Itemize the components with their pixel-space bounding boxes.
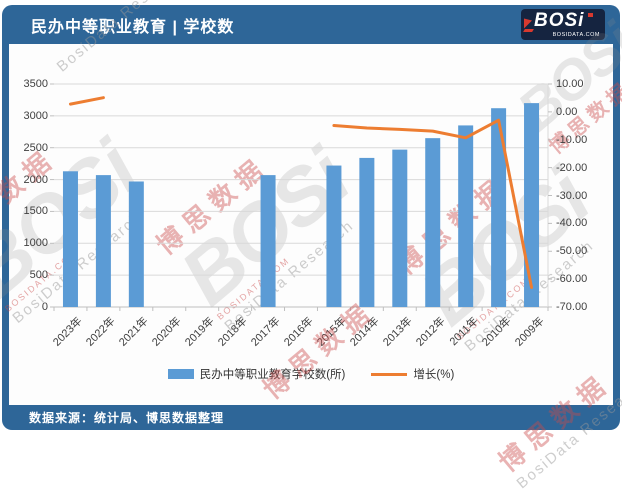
y-axis-left-tick-label: 2000 bbox=[23, 173, 48, 186]
chart-legend: 民办中等职业教育学校数(所) 增长(%) bbox=[0, 366, 622, 382]
bar-2022年 bbox=[95, 175, 111, 307]
y-axis-right-tick-label: -60.00 bbox=[556, 273, 588, 286]
y-axis-left-tick-label: 3500 bbox=[23, 78, 48, 90]
y-axis-right-tick-label: -30.00 bbox=[556, 189, 588, 202]
bar-2015年 bbox=[326, 165, 342, 307]
bar-2023年 bbox=[62, 171, 78, 307]
logo-red-dot-icon bbox=[588, 13, 593, 17]
y-axis-right-tick-label: 10.00 bbox=[556, 78, 584, 90]
bosi-logo: BOSi BOSIDATA.COM bbox=[521, 9, 605, 40]
bar-2017年 bbox=[260, 175, 276, 307]
y-axis-left-tick-label: 500 bbox=[29, 269, 48, 282]
bar-2009年 bbox=[524, 103, 540, 307]
bar-2021年 bbox=[128, 181, 144, 307]
page-title: 民办中等职业教育 | 学校数 bbox=[31, 18, 235, 36]
line-series-swatch bbox=[371, 372, 408, 376]
bar-2014年 bbox=[359, 157, 375, 307]
y-axis-left-tick-label: 1500 bbox=[23, 205, 48, 218]
data-source-note: 数据来源：统计局、博思数据整理 bbox=[29, 411, 225, 425]
y-axis-right-tick-label: -70.00 bbox=[556, 301, 588, 313]
y-axis-left-tick-label: 3000 bbox=[23, 109, 48, 122]
chart-plot bbox=[50, 83, 552, 311]
growth-line bbox=[332, 118, 534, 289]
logo-site-text: BOSIDATA.COM bbox=[552, 32, 600, 38]
legend-item-growth: 增长(%) bbox=[371, 366, 454, 382]
y-axis-right-tick-label: -20.00 bbox=[556, 161, 588, 174]
bar-2010年 bbox=[491, 108, 507, 307]
y-axis-left-tick-label: 1000 bbox=[23, 237, 48, 250]
y-axis-left-tick-label: 0 bbox=[41, 301, 48, 313]
chart-area: 民办中等职业教育学校数(所) 增长(%) 0 500 1000 1500 2000 250… bbox=[0, 78, 622, 382]
logo-text: BOSi bbox=[534, 10, 585, 31]
y-axis-right-tick-label: -50.00 bbox=[556, 245, 588, 258]
bar-2012年 bbox=[425, 138, 441, 307]
footer-bar: 数据来源：统计局、博思数据整理 bbox=[9, 405, 613, 430]
legend-label: 增长(%) bbox=[413, 369, 455, 381]
bar-2013年 bbox=[392, 149, 408, 307]
y-axis-left-tick-label: 2500 bbox=[23, 141, 48, 154]
header-bar: 民办中等职业教育 | 学校数 BOSi BOSIDATA.COM bbox=[9, 5, 613, 44]
bar-2011年 bbox=[458, 125, 474, 308]
y-axis-right-tick-label: -40.00 bbox=[556, 217, 588, 230]
y-axis-right-tick-label: -10.00 bbox=[556, 133, 588, 146]
y-axis-right-tick-label: 0.00 bbox=[556, 105, 578, 118]
legend-item-schools: 民办中等职业教育学校数(所) bbox=[167, 366, 346, 382]
legend-label: 民办中等职业教育学校数(所) bbox=[199, 369, 346, 381]
bar-series-swatch bbox=[167, 369, 194, 379]
growth-line bbox=[68, 96, 105, 106]
